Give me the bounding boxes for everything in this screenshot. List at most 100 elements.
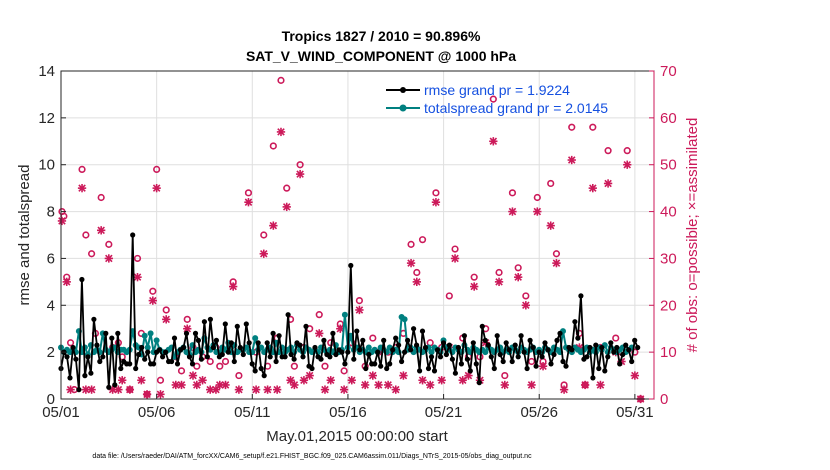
obs-assimilated-point-29 [229, 282, 238, 291]
obs-possible-point-21 [162, 306, 170, 314]
obs-assimilated-point-50 [355, 305, 364, 315]
rmse-point-182 [602, 368, 608, 374]
obs-assimilated-point-49 [347, 376, 356, 385]
rmse-point-178 [590, 375, 596, 381]
obs-assimilated-point-38 [282, 202, 291, 212]
rmse-point-147 [497, 351, 503, 358]
obs-assimilated-point-22 [188, 371, 198, 380]
obs-assimilated-point-67 [470, 282, 479, 291]
spread-point-28 [141, 332, 148, 339]
rmse-point-181 [599, 344, 605, 351]
rmse-point-68 [261, 373, 267, 379]
obs-assimilated-point-43 [305, 371, 314, 380]
x-tick-label-4: 05/21 [425, 404, 463, 421]
obs-possible-point-75 [501, 371, 509, 380]
rmse-point-162 [542, 340, 548, 346]
obs-assimilated-point-40 [290, 380, 299, 390]
rmse-point-106 [375, 349, 381, 355]
obs-assimilated-point-16 [152, 183, 161, 193]
rmse-point-26 [136, 351, 142, 358]
rmse-point-155 [521, 349, 527, 355]
obs-assimilated-point-62 [437, 376, 446, 385]
y-tick-label-right-1: 10 [660, 344, 677, 361]
legend: rmse grand pr = 1.9224 totalspread grand… [386, 82, 608, 116]
rmse-point-5 [73, 356, 79, 362]
rmse-point-77 [288, 351, 294, 358]
obs-possible-point-43 [290, 362, 298, 370]
obs-assimilated-point-32 [251, 385, 261, 394]
obs-assimilated-point-85 [588, 183, 597, 193]
obs-assimilated-point-73 [508, 207, 517, 216]
obs-assimilated-point-86 [596, 380, 605, 390]
rmse-point-151 [509, 358, 515, 365]
rmse-point-100 [357, 347, 363, 353]
rmse-point-166 [554, 337, 560, 343]
obs-assimilated-point-91 [630, 371, 640, 380]
x-tick-label-2: 05/11 [234, 404, 270, 421]
obs-possible-point-51 [340, 367, 348, 375]
rmse-point-8 [82, 373, 88, 379]
rmse-point-137 [467, 368, 473, 374]
obs-assimilated-point-56 [399, 371, 408, 380]
chart-title-line2: SAT_V_WIND_COMPONENT @ 1000 hPa [246, 48, 516, 64]
rmse-point-58 [231, 358, 237, 365]
obs-assimilated-point-76 [527, 380, 536, 390]
rmse-point-123 [425, 365, 432, 372]
rmse-point-101 [360, 337, 366, 343]
rmse-point-44 [189, 361, 196, 367]
obs-possible-point-78 [522, 292, 530, 300]
rmse-point-129 [443, 351, 449, 358]
obs-assimilated-point-61 [431, 198, 441, 207]
obs-assimilated-point-48 [339, 385, 349, 394]
rmse-point-120 [417, 368, 423, 374]
y-tick-label-left-7: 14 [38, 63, 55, 80]
rmse-point-29 [145, 349, 151, 355]
rmse-point-121 [419, 328, 426, 334]
obs-possible-point-30 [216, 362, 224, 370]
rmse-point-65 [252, 368, 258, 374]
obs-possible-point-88 [589, 123, 597, 131]
rmse-point-84 [309, 365, 315, 372]
obs-assimilated-point-52 [368, 371, 377, 380]
rmse-point-150 [506, 347, 512, 353]
obs-possible-point-79 [527, 357, 536, 366]
x-tick-label-6: 05/31 [616, 404, 654, 421]
rmse-point-149 [503, 340, 509, 346]
obs-assimilated-point-71 [494, 277, 504, 287]
rmse-point-179 [593, 342, 599, 348]
rmse-point-72 [273, 358, 279, 365]
rmse-point-31 [151, 361, 157, 367]
rmse-point-117 [408, 347, 414, 353]
obs-assimilated-point-81 [559, 385, 569, 394]
rmse-point-61 [240, 351, 246, 358]
obs-assimilated-point-79 [546, 221, 555, 230]
rmse-point-95 [342, 361, 348, 367]
rmse-point-76 [285, 312, 291, 318]
obs-possible-point-26 [193, 362, 201, 370]
rmse-point-173 [575, 335, 581, 341]
obs-assimilated-point-31 [244, 198, 253, 207]
spread-point-103 [365, 344, 372, 351]
y-tick-label-right-2: 20 [660, 297, 677, 314]
rmse-point-23 [127, 361, 133, 367]
obs-assimilated-point-74 [514, 273, 523, 282]
rmse-point-144 [488, 354, 494, 360]
obs-possible-point-93 [623, 147, 631, 155]
rmse-point-177 [587, 344, 593, 351]
rmse-point-49 [204, 354, 210, 360]
rmse-point-127 [437, 354, 444, 360]
obs-assimilated-point-21 [183, 324, 192, 333]
rmse-point-184 [608, 340, 614, 346]
rmse-point-46 [195, 337, 201, 343]
obs-possible-point-62 [418, 236, 427, 244]
obs-possible-point-40 [277, 76, 285, 84]
rmse-point-153 [515, 354, 521, 360]
obs-assimilated-point-51 [360, 380, 370, 390]
rmse-point-171 [569, 347, 575, 353]
y-tick-label-right-4: 40 [660, 204, 677, 221]
rmse-point-90 [327, 354, 333, 360]
rmse-point-71 [270, 330, 276, 336]
rmse-point-3 [67, 375, 73, 381]
rmse-point-52 [213, 337, 219, 343]
